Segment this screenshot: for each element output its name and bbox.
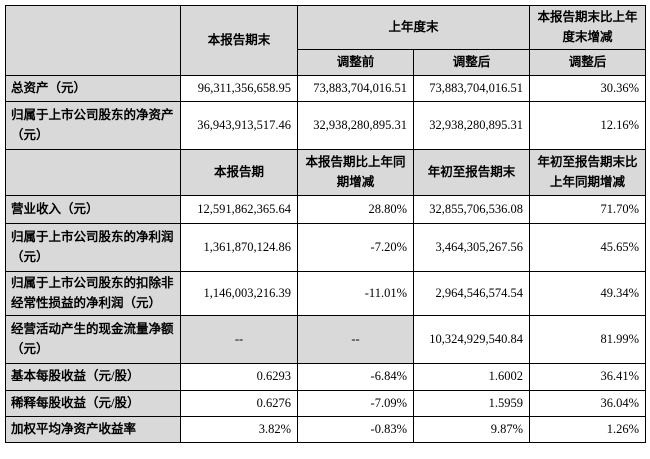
row-label: 加权平均净资产收益率 bbox=[5, 416, 181, 443]
header-prior-year-end: 上年度末 bbox=[296, 5, 531, 50]
corner-cell-top bbox=[5, 5, 181, 76]
row-label: 归属于上市公司股东的净资产（元） bbox=[5, 101, 181, 150]
subheader-change-after-adjustment: 调整后 bbox=[529, 49, 647, 76]
table-row-diluted-eps: 稀释每股收益（元/股） 0.6276 -7.09% 1.5959 36.04% bbox=[5, 390, 647, 417]
cell-ytd: 10,324,929,540.84 bbox=[412, 315, 531, 364]
cell-ytd-change: 45.65% bbox=[529, 223, 647, 272]
row-label: 归属于上市公司股东的扣除非经常性损益的净利润（元） bbox=[5, 271, 181, 316]
header-current-period-change: 本报告期比上年同期增减 bbox=[297, 149, 414, 196]
cell-before-adjustment: 73,883,704,016.51 bbox=[297, 75, 414, 102]
cell-current-period-change: -7.09% bbox=[297, 390, 414, 417]
cell-before-adjustment: 32,938,280,895.31 bbox=[297, 101, 414, 150]
cell-current-period-end: 96,311,356,658.95 bbox=[180, 75, 298, 102]
table-row-basic-eps: 基本每股收益（元/股） 0.6293 -6.84% 1.6002 36.41% bbox=[5, 363, 647, 391]
row-label: 归属于上市公司股东的净利润（元） bbox=[5, 223, 181, 272]
cell-current-period: 1,146,003,216.39 bbox=[180, 271, 298, 316]
cell-ytd-change: 36.04% bbox=[529, 390, 647, 417]
table-row-operating-revenue: 营业收入（元） 12,591,862,365.64 28.80% 32,855,… bbox=[5, 195, 647, 224]
cell-current-period: 0.6293 bbox=[180, 363, 298, 391]
row-label: 营业收入（元） bbox=[5, 195, 181, 224]
table-row-weighted-avg-roe: 加权平均净资产收益率 3.82% -0.83% 9.87% 1.26% bbox=[5, 416, 647, 443]
table-row-operating-cash-flow: 经营活动产生的现金流量净额（元） -- -- 10,324,929,540.84… bbox=[5, 315, 647, 364]
subheader-after-adjustment: 调整后 bbox=[412, 49, 531, 76]
header-ytd: 年初至报告期末 bbox=[412, 149, 531, 196]
subheader-before-adjustment: 调整前 bbox=[297, 49, 414, 76]
cell-ytd: 1.5959 bbox=[412, 390, 531, 417]
header-change-vs-prior-year-end: 本报告期末比上年度末增减 bbox=[529, 5, 647, 50]
cell-current-period: 12,591,862,365.64 bbox=[180, 195, 298, 224]
cell-change: 30.36% bbox=[529, 75, 647, 102]
header-current-period: 本报告期 bbox=[180, 149, 298, 196]
corner-cell-middle bbox=[5, 149, 181, 196]
cell-change: 12.16% bbox=[529, 101, 647, 150]
cell-current-period-change: -- bbox=[297, 315, 414, 364]
cell-ytd-change: 1.26% bbox=[529, 416, 647, 443]
table-row-net-assets: 归属于上市公司股东的净资产（元） 36,943,913,517.46 32,93… bbox=[5, 101, 647, 150]
cell-ytd: 1.6002 bbox=[412, 363, 531, 391]
cell-current-period-change: -7.20% bbox=[297, 223, 414, 272]
cell-after-adjustment: 32,938,280,895.31 bbox=[412, 101, 531, 150]
row-label: 基本每股收益（元/股） bbox=[5, 363, 181, 391]
cell-ytd-change: 71.70% bbox=[529, 195, 647, 224]
header-ytd-change: 年初至报告期末比上年同期增减 bbox=[529, 149, 647, 196]
table-row-total-assets: 总资产（元） 96,311,356,658.95 73,883,704,016.… bbox=[5, 75, 647, 102]
table-row-net-profit: 归属于上市公司股东的净利润（元） 1,361,870,124.86 -7.20%… bbox=[5, 223, 647, 272]
financial-summary-table: 本报告期末 上年度末 本报告期末比上年度末增减 调整前 调整后 调整后 总资产（… bbox=[5, 5, 647, 443]
row-label: 经营活动产生的现金流量净额（元） bbox=[5, 315, 181, 364]
cell-current-period-change: 28.80% bbox=[297, 195, 414, 224]
cell-current-period: -- bbox=[180, 315, 298, 364]
cell-ytd-change: 49.34% bbox=[529, 271, 647, 316]
cell-ytd: 3,464,305,267.56 bbox=[412, 223, 531, 272]
cell-after-adjustment: 73,883,704,016.51 bbox=[412, 75, 531, 102]
header-row-1-sub: 调整前 调整后 调整后 bbox=[6, 49, 647, 76]
row-label: 总资产（元） bbox=[5, 75, 181, 102]
cell-current-period-change: -0.83% bbox=[297, 416, 414, 443]
cell-ytd-change: 36.41% bbox=[529, 363, 647, 391]
row-label: 稀释每股收益（元/股） bbox=[5, 390, 181, 417]
cell-current-period: 3.82% bbox=[180, 416, 298, 443]
header-row-2: 本报告期 本报告期比上年同期增减 年初至报告期末 年初至报告期末比上年同期增减 bbox=[5, 149, 647, 196]
header-current-period-end: 本报告期末 bbox=[180, 5, 298, 76]
cell-current-period-end: 36,943,913,517.46 bbox=[180, 101, 298, 150]
header-row-1: 本报告期末 上年度末 本报告期末比上年度末增减 bbox=[5, 5, 647, 76]
cell-current-period-change: -11.01% bbox=[297, 271, 414, 316]
cell-current-period: 1,361,870,124.86 bbox=[180, 223, 298, 272]
cell-ytd: 2,964,546,574.54 bbox=[412, 271, 531, 316]
table-row-net-profit-excl-nonrecurring: 归属于上市公司股东的扣除非经常性损益的净利润（元） 1,146,003,216.… bbox=[5, 271, 647, 316]
cell-ytd: 32,855,706,536.08 bbox=[412, 195, 531, 224]
cell-ytd: 9.87% bbox=[412, 416, 531, 443]
cell-current-period: 0.6276 bbox=[180, 390, 298, 417]
cell-ytd-change: 81.99% bbox=[529, 315, 647, 364]
cell-current-period-change: -6.84% bbox=[297, 363, 414, 391]
